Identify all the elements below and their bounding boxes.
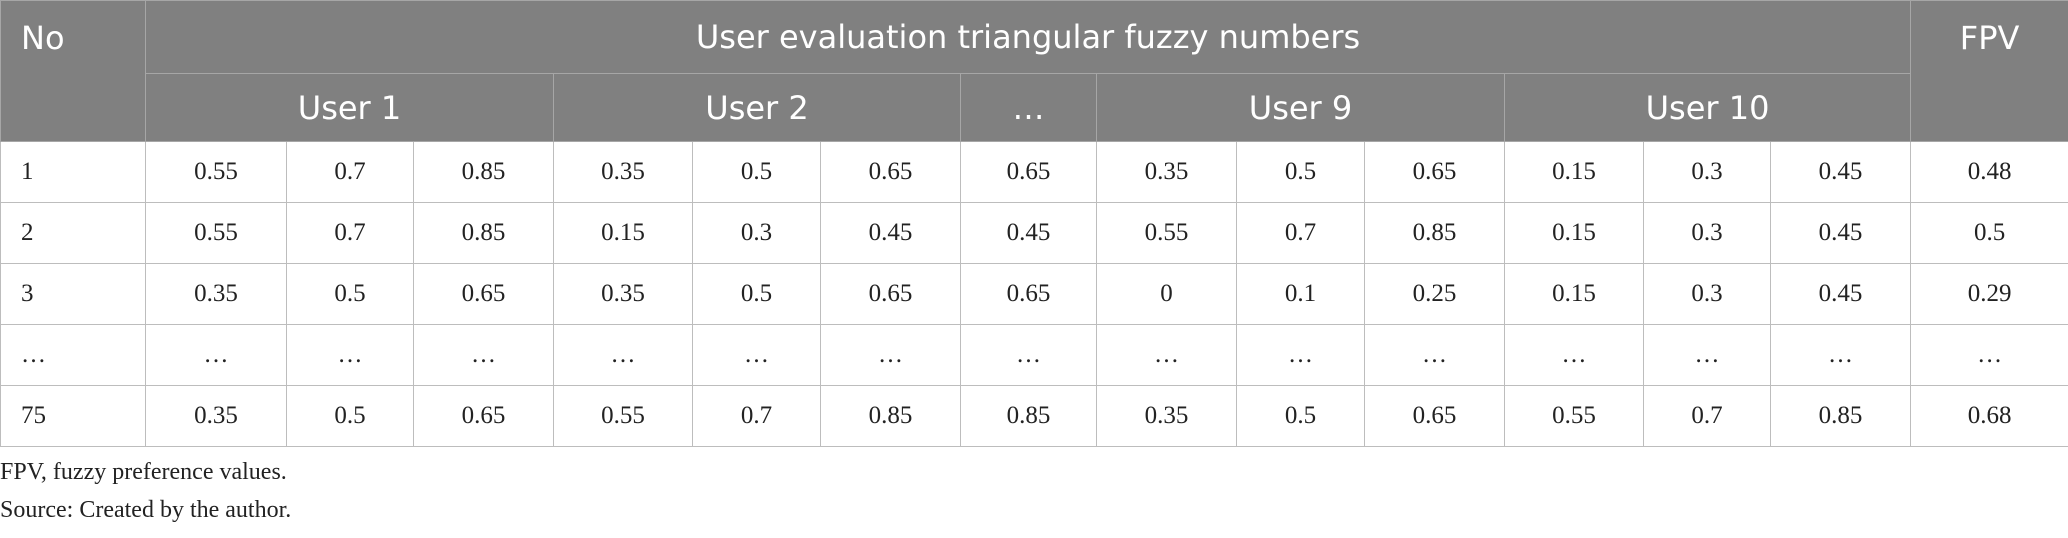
table-cell: 0.55 [145, 202, 287, 264]
header-cell: User 9 [1096, 73, 1505, 142]
table-cell: 0.65 [1364, 385, 1505, 447]
header-cell: No [0, 0, 146, 142]
table-cell: … [1504, 324, 1644, 386]
table-cell: 75 [0, 385, 146, 447]
table-cell: 0.3 [1643, 202, 1771, 264]
table-cell: 0.3 [1643, 141, 1771, 203]
table-cell: 0.65 [960, 263, 1097, 325]
footnote: FPV, fuzzy preference values. [0, 459, 287, 485]
table-cell: 0.48 [1910, 141, 2068, 203]
table-row: 1 0.55 0.7 0.85 0.35 0.5 0.65 0.65 0.35 0.5 0.65 0.… [0, 141, 2068, 203]
table-cell: 0.15 [1504, 141, 1644, 203]
header-cell: FPV [1910, 0, 2068, 142]
table-cell: … [1910, 324, 2068, 386]
table-cell: … [553, 324, 693, 386]
table-cell: 0.55 [1096, 202, 1237, 264]
table-cell: 0.85 [960, 385, 1097, 447]
table-cell: 0.3 [692, 202, 821, 264]
table-cell: 0.7 [1643, 385, 1771, 447]
table-cell: 0.35 [553, 263, 693, 325]
table-cell: 0.5 [286, 385, 414, 447]
header-row: No User evaluation triangular fuzzy numb… [0, 0, 2068, 142]
table-cell: 0.85 [413, 202, 554, 264]
table-cell: 0.85 [1364, 202, 1505, 264]
table-cell: … [1096, 324, 1237, 386]
table-cell: 0.45 [820, 202, 961, 264]
table-cell: 0.25 [1364, 263, 1505, 325]
table-cell: 0.65 [1364, 141, 1505, 203]
header-cell: User evaluation triangular fuzzy numbers [144, 0, 1912, 74]
table-cell: … [1364, 324, 1505, 386]
header-cell: User 10 [1503, 73, 1912, 142]
table-cell: 0.35 [145, 385, 287, 447]
table-cell: 0.65 [820, 141, 961, 203]
table-cell: … [1236, 324, 1365, 386]
table-cell: 0.7 [1236, 202, 1365, 264]
table-cell: 0.35 [1096, 141, 1237, 203]
footnote: Source: Created by the author. [0, 497, 292, 523]
table-cell: 0.85 [1769, 385, 1912, 447]
table-cell: 0.15 [553, 202, 693, 264]
table-cell: 0.35 [553, 141, 693, 203]
table-row: 2 0.55 0.7 0.85 0.15 0.3 0.45 0.45 0.55 0.7 0.85 0.… [0, 202, 2068, 264]
table-cell: 0.5 [1910, 202, 2068, 264]
table: No User evaluation triangular fuzzy numb… [0, 0, 2068, 447]
table-row: 3 0.35 0.5 0.65 0.35 0.5 0.65 0.65 0 0.1 0.25 0.15 0… [0, 263, 2068, 325]
table-row: ……………………………………… [0, 324, 2068, 386]
table-cell: 0.55 [1504, 385, 1644, 447]
table-cell: … [145, 324, 287, 386]
header-cell: User 2 [553, 73, 961, 142]
table-cell: 0.29 [1910, 263, 2068, 325]
table-cell: … [820, 324, 961, 386]
table-cell: 0.65 [413, 263, 554, 325]
table-cell: … [692, 324, 821, 386]
header-row: User 1 User 2… User 9 User 10 [1, 73, 2068, 142]
table-cell: 0.3 [1643, 263, 1771, 325]
header-cell: User 1 [145, 73, 554, 142]
table-cell: 0.7 [692, 385, 821, 447]
footnotes: FPV, fuzzy preference values. Source: Cre… [0, 447, 2068, 529]
table-cell: 0.45 [1769, 263, 1912, 325]
table-cell: 0.85 [820, 385, 961, 447]
table-cell: … [1769, 324, 1912, 386]
table-cell: … [286, 324, 414, 386]
table-cell: 0.15 [1504, 263, 1644, 325]
table-cell: … [413, 324, 554, 386]
table-cell: 0.7 [286, 141, 414, 203]
table-cell: 1 [0, 141, 146, 203]
table-body: 1 0.55 0.7 0.85 0.35 0.5 0.65 0.65 0.35 0.5 0.65 0.… [0, 141, 2068, 447]
table-cell: 0.35 [1096, 385, 1237, 447]
table-cell: 0.5 [286, 263, 414, 325]
table-cell: 0.45 [1769, 202, 1912, 264]
table-cell: 0.35 [145, 263, 287, 325]
table-cell: 0.68 [1910, 385, 2068, 447]
table-cell: 0.5 [692, 263, 821, 325]
table-cell: 0.45 [1769, 141, 1912, 203]
table-cell: … [1643, 324, 1771, 386]
table-cell: 0.65 [820, 263, 961, 325]
header-cell: … [960, 73, 1097, 142]
table-cell: 0.65 [413, 385, 554, 447]
table-cell: … [0, 324, 146, 386]
table-cell: 3 [0, 263, 146, 325]
table-cell: 0 [1096, 263, 1237, 325]
table-cell: 0.55 [145, 141, 287, 203]
table-cell: 0.55 [553, 385, 693, 447]
table-cell: … [960, 324, 1097, 386]
table-row: 75 0.35 0.5 0.65 0.55 0.7 0.85 0.85 0.35 0.5 0.65 0… [0, 385, 2068, 447]
table-cell: 0.85 [413, 141, 554, 203]
table-cell: 0.45 [960, 202, 1097, 264]
table-cell: 0.15 [1504, 202, 1644, 264]
table-cell: 0.5 [692, 141, 821, 203]
table-cell: 0.65 [960, 141, 1097, 203]
table-cell: 0.1 [1236, 263, 1365, 325]
table-cell: 2 [0, 202, 146, 264]
table-cell: 0.7 [286, 202, 414, 264]
table-cell: 0.5 [1236, 385, 1365, 447]
table-cell: 0.5 [1236, 141, 1365, 203]
